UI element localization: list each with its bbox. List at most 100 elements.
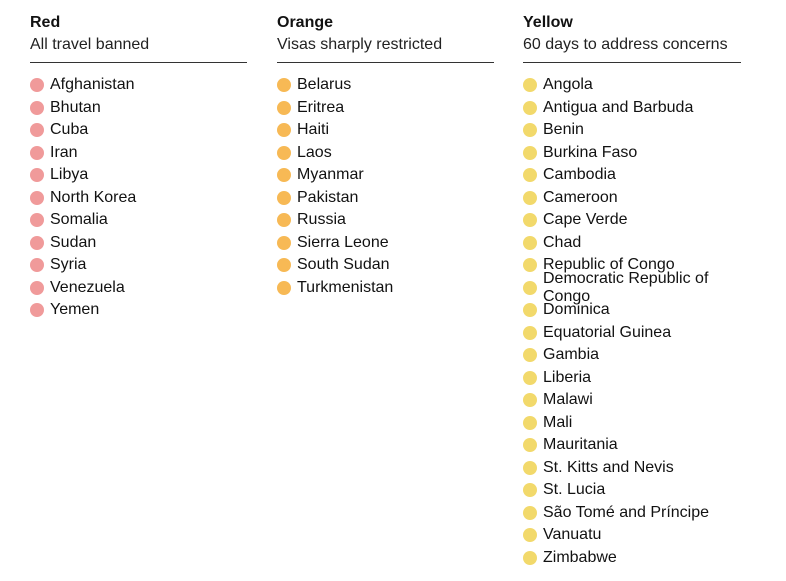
list-item: Mauritania	[523, 434, 741, 457]
color-dot	[523, 348, 537, 363]
list-item: Haiti	[277, 119, 494, 142]
country-name: Dominica	[543, 301, 610, 319]
list-item: Cuba	[30, 119, 247, 142]
color-dot	[30, 168, 44, 183]
color-dot	[523, 235, 537, 250]
list-item: Chad	[523, 232, 741, 255]
list-item: Myanmar	[277, 164, 494, 187]
list-item: Afghanistan	[30, 74, 247, 97]
list-item: Benin	[523, 119, 741, 142]
color-dot	[523, 438, 537, 453]
color-dot	[523, 123, 537, 138]
color-dot	[277, 235, 291, 250]
country-name: Gambia	[543, 346, 600, 364]
list-item: Mali	[523, 412, 741, 435]
country-name: Mauritania	[543, 436, 618, 454]
column: Yellow 60 days to address concerns Angola A…	[523, 12, 741, 569]
color-dot	[523, 505, 537, 520]
color-dot	[523, 190, 537, 205]
color-dot	[523, 393, 537, 408]
country-name: Equatorial Guinea	[543, 323, 672, 341]
color-dot	[523, 303, 537, 318]
country-name: Mali	[543, 413, 573, 431]
list-item: Dominica	[523, 299, 741, 322]
list-item: Gambia	[523, 344, 741, 367]
list-item: Antigua and Barbuda	[523, 97, 741, 120]
country-name: Angola	[543, 76, 593, 94]
country-name: St. Kitts and Nevis	[543, 458, 674, 476]
color-dot	[277, 190, 291, 205]
column-title: Orange	[277, 14, 334, 31]
color-dot	[277, 145, 291, 160]
color-dot	[30, 213, 44, 228]
color-dot	[523, 168, 537, 183]
country-name: Chad	[543, 233, 582, 251]
color-dot	[277, 280, 291, 295]
list-item: São Tomé and Príncipe	[523, 502, 741, 525]
list-item: Burkina Faso	[523, 142, 741, 165]
country-name: Malawi	[543, 391, 593, 409]
column-title: Red	[30, 14, 61, 31]
country-name: Myanmar	[297, 166, 364, 184]
country-name: Laos	[297, 143, 332, 161]
list-item: St. Kitts and Nevis	[523, 457, 741, 480]
color-dot	[523, 483, 537, 498]
list-item: Libya	[30, 164, 247, 187]
country-name: Cambodia	[543, 166, 616, 184]
country-name: Afghanistan	[50, 76, 135, 94]
country-name: Cuba	[50, 121, 89, 139]
list-item: Bhutan	[30, 97, 247, 120]
country-name: St. Lucia	[543, 481, 606, 499]
country-name: Iran	[50, 143, 78, 161]
list-item: Republic of Congo	[523, 254, 741, 277]
color-dot	[523, 213, 537, 228]
list-item: Cambodia	[523, 164, 741, 187]
country-name: Syria	[50, 256, 87, 274]
list-item: Liberia	[523, 367, 741, 390]
list-item: Yemen	[30, 299, 247, 322]
list-item: North Korea	[30, 187, 247, 210]
country-name: Republic of Congo	[543, 256, 675, 274]
list-item: South Sudan	[277, 254, 494, 277]
color-dot	[523, 325, 537, 340]
list-item: Sierra Leone	[277, 232, 494, 255]
color-dot	[523, 280, 537, 295]
country-name: Democratic Republic of Congo	[543, 269, 709, 305]
color-dot	[277, 168, 291, 183]
color-dot	[30, 123, 44, 138]
list-item: Russia	[277, 209, 494, 232]
country-name: Bhutan	[50, 98, 101, 116]
list-item: Turkmenistan	[277, 277, 494, 300]
column-title: Yellow	[523, 14, 573, 31]
color-dot	[523, 550, 537, 565]
color-dot	[277, 78, 291, 93]
list-item: Somalia	[30, 209, 247, 232]
color-dot	[30, 258, 44, 273]
color-dot	[523, 460, 537, 475]
country-name: Somalia	[50, 211, 108, 229]
country-name: Yemen	[50, 301, 100, 319]
color-dot	[523, 370, 537, 385]
column: Orange Visas sharply restricted Belarus Eri…	[277, 12, 494, 299]
list-item: Laos	[277, 142, 494, 165]
column: Red All travel banned Afghanistan Bhutan Cub…	[30, 12, 247, 322]
country-name: Belarus	[297, 76, 352, 94]
list-item: Pakistan	[277, 187, 494, 210]
country-name: Sierra Leone	[297, 233, 389, 251]
list-item: Syria	[30, 254, 247, 277]
country-name: Libya	[50, 166, 89, 184]
country-name: São Tomé and Príncipe	[543, 503, 710, 521]
column-subtitle: Visas sharply restricted	[277, 34, 494, 63]
list-item: Zimbabwe	[523, 547, 741, 570]
country-name: Cameroon	[543, 188, 618, 206]
color-dot	[523, 528, 537, 543]
list-item: Malawi	[523, 389, 741, 412]
column-subtitle: 60 days to address concerns	[523, 34, 741, 63]
color-dot	[277, 100, 291, 115]
color-dot	[277, 123, 291, 138]
country-name: Liberia	[543, 368, 592, 386]
list-item: Belarus	[277, 74, 494, 97]
color-dot	[277, 213, 291, 228]
country-name: Zimbabwe	[543, 548, 617, 566]
